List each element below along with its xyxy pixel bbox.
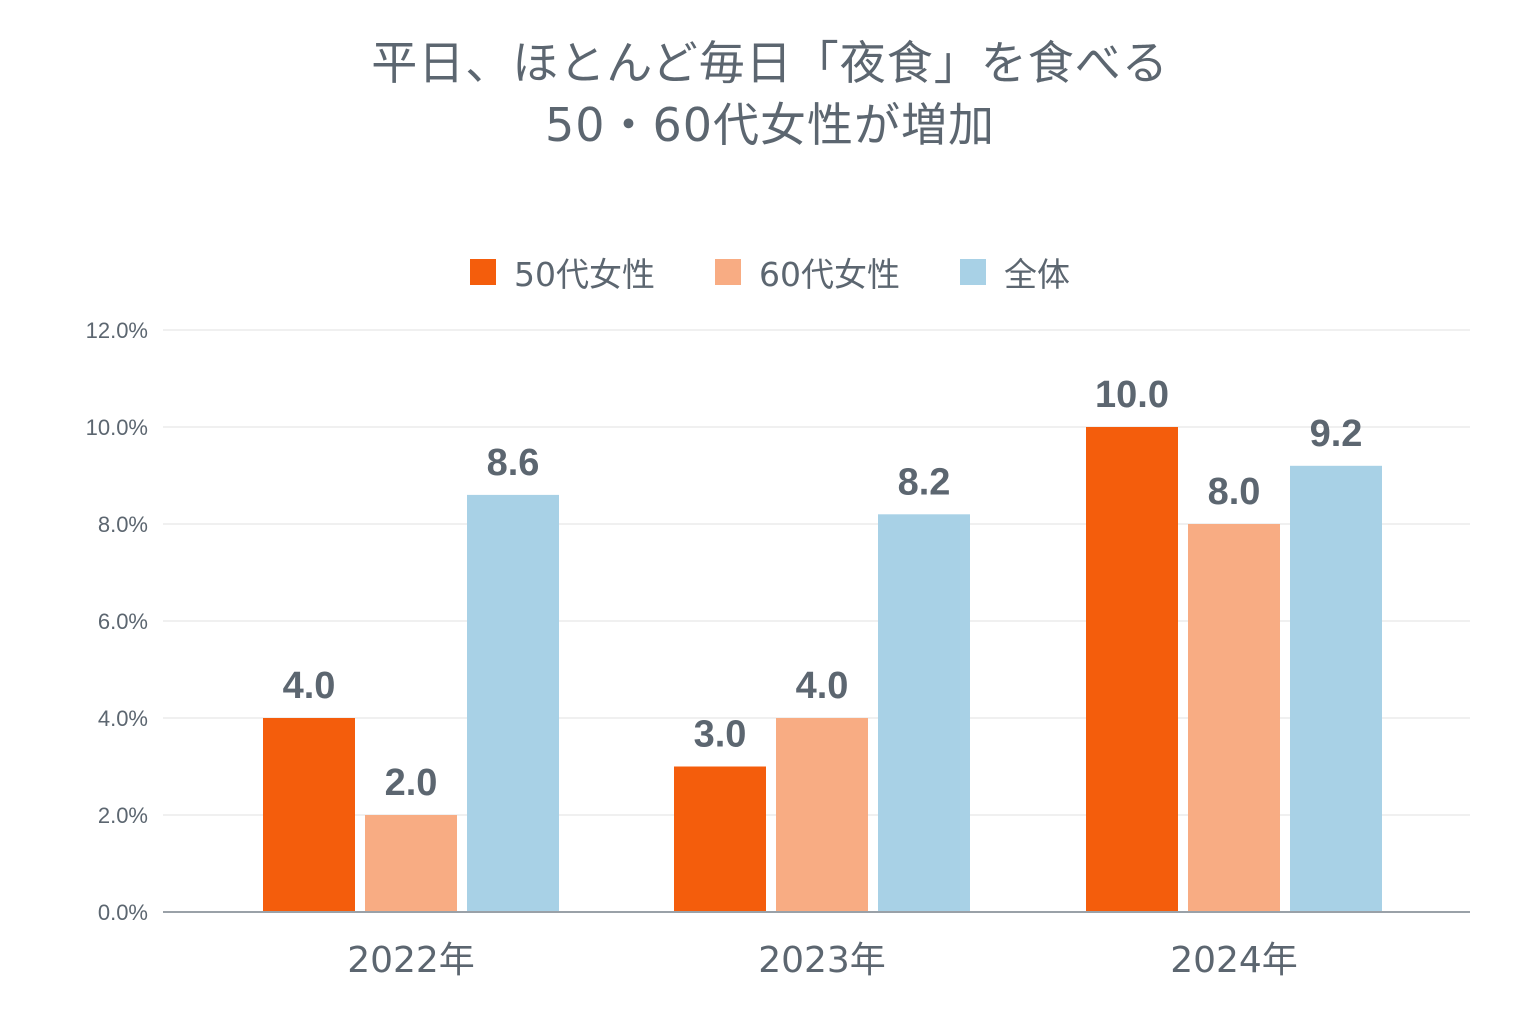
chart-title-line-2: 50・60代女性が増加 <box>544 98 996 152</box>
legend-swatch-overall <box>960 259 986 285</box>
legend-label-60s-women: 60代女性 <box>759 255 900 294</box>
data-label: 8.6 <box>487 442 540 484</box>
bar <box>1290 465 1382 912</box>
x-axis-categories: 2022年 2023年 2024年 <box>347 940 1298 981</box>
data-label: 8.0 <box>1208 471 1261 513</box>
data-label: 3.0 <box>694 714 747 756</box>
legend-label-overall: 全体 <box>1004 255 1070 294</box>
bar <box>365 815 457 912</box>
y-tick-label: 12.0% <box>86 318 148 343</box>
data-label: 2.0 <box>385 762 438 804</box>
chart-title-line-1: 平日、ほとんど毎日「夜食」を食べる <box>371 36 1169 90</box>
data-labels: 4.0 2.0 8.6 3.0 4.0 8.2 10.0 8.0 9.2 <box>283 374 1363 804</box>
chart-title: 平日、ほとんど毎日「夜食」を食べる 50・60代女性が増加 <box>0 32 1540 156</box>
y-tick-label: 2.0% <box>98 803 148 828</box>
bar <box>776 718 868 912</box>
y-tick-label: 8.0% <box>98 512 148 537</box>
data-label: 4.0 <box>283 665 336 707</box>
data-label: 4.0 <box>796 665 849 707</box>
bar <box>1188 524 1280 912</box>
y-axis-ticks: 0.0% 2.0% 4.0% 6.0% 8.0% 10.0% 12.0% <box>86 318 148 925</box>
x-category-label: 2023年 <box>758 940 886 981</box>
bar <box>467 494 559 912</box>
bar <box>1086 427 1178 912</box>
y-tick-label: 6.0% <box>98 609 148 634</box>
legend-swatch-50s-women <box>470 259 496 285</box>
legend-item-50s-women: 50代女性 <box>470 248 655 296</box>
legend-swatch-60s-women <box>715 259 741 285</box>
data-label: 9.2 <box>1310 413 1363 455</box>
x-category-label: 2024年 <box>1170 940 1298 981</box>
legend-item-60s-women: 60代女性 <box>715 248 900 296</box>
bar <box>674 766 766 912</box>
legend-label-50s-women: 50代女性 <box>514 255 655 294</box>
y-tick-label: 4.0% <box>98 706 148 731</box>
data-label: 8.2 <box>898 461 951 503</box>
bars <box>263 427 1382 912</box>
bar <box>263 718 355 912</box>
legend-item-overall: 全体 <box>960 248 1070 296</box>
x-category-label: 2022年 <box>347 940 475 981</box>
y-tick-label: 10.0% <box>86 415 148 440</box>
data-label: 10.0 <box>1095 374 1169 416</box>
y-tick-label: 0.0% <box>98 900 148 925</box>
bar <box>878 514 970 912</box>
chart-legend: 50代女性 60代女性 全体 <box>0 248 1540 296</box>
